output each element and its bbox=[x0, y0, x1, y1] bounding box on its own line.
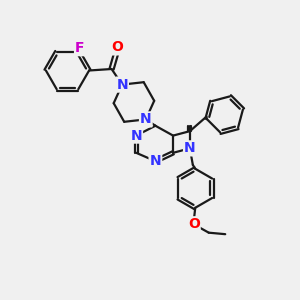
Text: N: N bbox=[150, 154, 161, 168]
Text: N: N bbox=[184, 141, 196, 155]
Text: O: O bbox=[188, 217, 200, 231]
Text: F: F bbox=[75, 41, 85, 55]
Text: N: N bbox=[140, 112, 152, 126]
Text: N: N bbox=[130, 129, 142, 142]
Text: O: O bbox=[111, 40, 123, 54]
Text: N: N bbox=[116, 78, 128, 92]
